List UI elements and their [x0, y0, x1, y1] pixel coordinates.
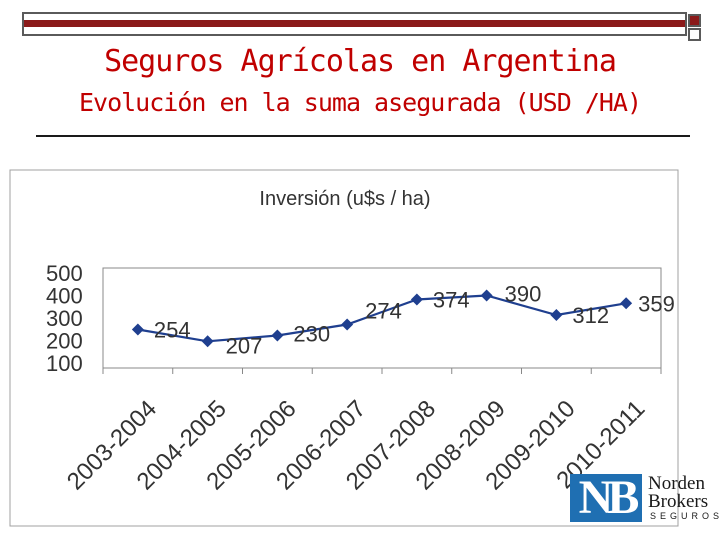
data-label: 254 — [154, 318, 191, 343]
data-point-marker — [620, 297, 633, 310]
data-label: 207 — [226, 333, 263, 358]
data-point-marker — [410, 293, 423, 306]
top-accent-bar — [22, 12, 687, 36]
series-line — [137, 294, 627, 343]
logo-name-line1: Norden — [648, 473, 705, 494]
data-point-marker — [341, 318, 354, 331]
slide-title: Seguros Agrícolas en Argentina — [104, 44, 617, 79]
nb-logo-mark: NB — [570, 474, 642, 522]
data-point-marker — [131, 323, 144, 336]
slide-subtitle: Evolución en la suma asegurada (USD /HA) — [78, 88, 642, 117]
y-tick-label: 100 — [46, 351, 83, 376]
data-label: 230 — [293, 322, 330, 347]
corner-square-top — [688, 14, 701, 27]
corner-square-bottom — [688, 28, 701, 41]
logo-name-line3: SEGUROS — [650, 511, 720, 521]
data-label: 359 — [638, 291, 675, 316]
data-point-marker — [550, 309, 563, 321]
series-polyline — [137, 294, 627, 343]
series-markers — [131, 289, 633, 348]
title-divider — [36, 135, 690, 137]
data-point-marker — [271, 329, 284, 342]
logo-name-line2: Brokers — [648, 491, 709, 512]
x-tick-marks — [102, 368, 662, 374]
y-tick-label: 200 — [46, 329, 83, 354]
y-tick-label: 400 — [46, 284, 83, 309]
data-point-marker — [480, 289, 493, 302]
y-tick-label: 300 — [46, 306, 83, 331]
norden-brokers-logo: NB Norden Brokers SEGUROS — [570, 474, 720, 524]
data-point-marker — [201, 335, 214, 348]
data-labels: 254 207 230 274 374 390 312 359 — [154, 282, 675, 359]
data-label: 274 — [365, 299, 402, 324]
chart-title: Inversión (u$s / ha) — [259, 188, 430, 210]
data-label: 374 — [433, 288, 470, 313]
plot-area — [102, 267, 662, 369]
data-label: 312 — [572, 303, 609, 328]
data-label: 390 — [505, 282, 542, 307]
y-tick-label: 500 — [46, 261, 83, 286]
